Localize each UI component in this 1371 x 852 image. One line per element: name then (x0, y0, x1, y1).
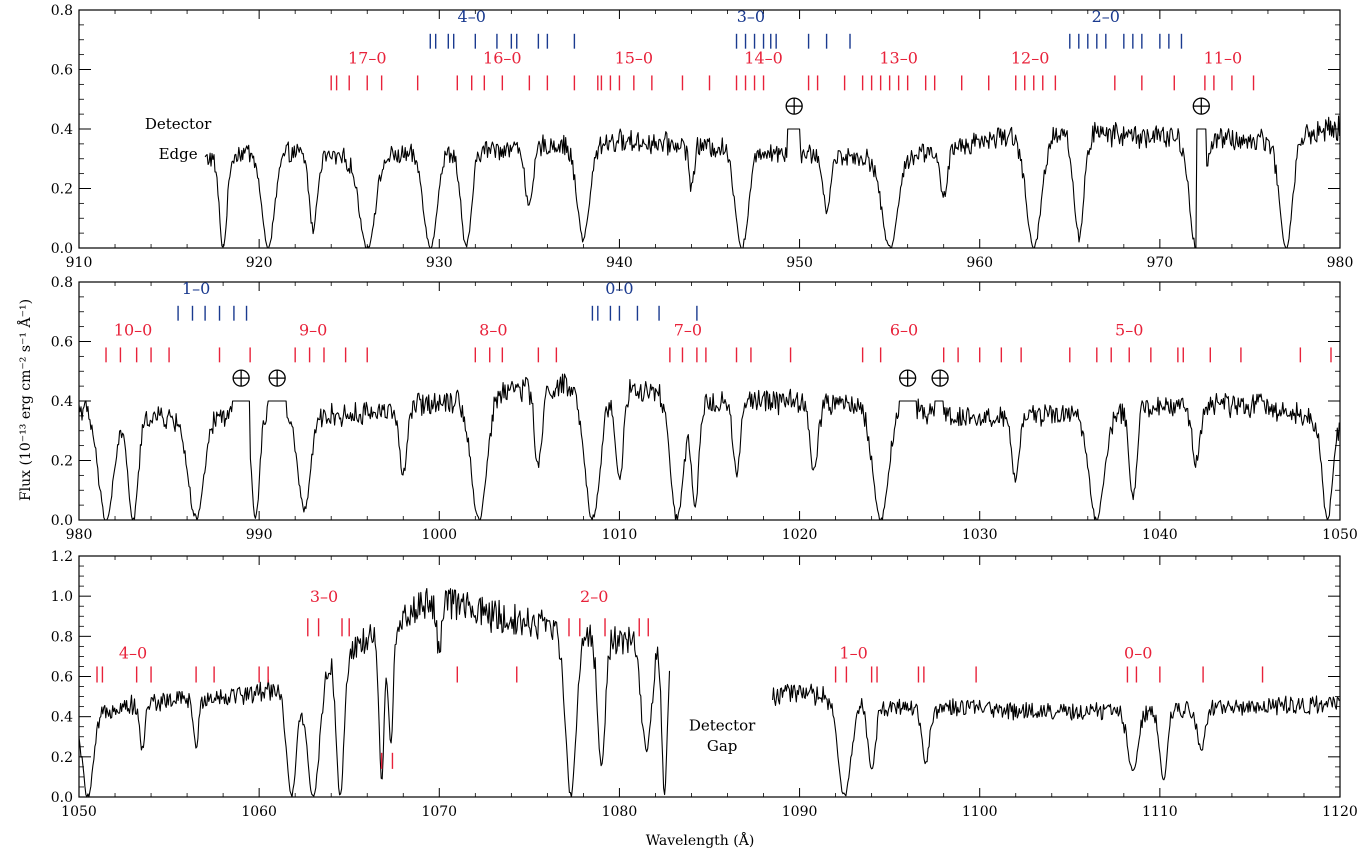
band-label: 14–0 (744, 49, 783, 68)
x-tick-label: 1100 (962, 804, 998, 820)
x-axis-title: Wavelength (Å) (646, 831, 755, 849)
annotation-text: Detector (145, 115, 212, 133)
band-label: 1–0 (182, 279, 210, 298)
y-tick-label: 1.2 (51, 549, 73, 565)
x-tick-label: 930 (426, 255, 453, 271)
plot-frame (78, 9, 1341, 249)
y-tick-label: 0.2 (51, 750, 73, 766)
annotation-text: Edge (159, 145, 198, 163)
band-label: 0–0 (1124, 643, 1152, 662)
band-label: 16–0 (483, 49, 522, 68)
annotation-text: Detector (689, 717, 756, 735)
x-tick-label: 980 (66, 527, 93, 543)
y-axis-title: Flux (10⁻¹³ erg cm⁻² s⁻¹ Å⁻¹) (16, 299, 34, 501)
band-label: 2–0 (580, 587, 608, 606)
x-tick-label: 1030 (962, 527, 998, 543)
x-tick-label: 1050 (1322, 527, 1358, 543)
y-tick-label: 1.0 (51, 589, 73, 605)
x-tick-label: 970 (1146, 255, 1173, 271)
x-tick-label: 1110 (1142, 804, 1178, 820)
band-label: 8–0 (479, 321, 507, 340)
earth-symbol-icon (1192, 97, 1210, 115)
x-tick-label: 1090 (782, 804, 818, 820)
x-tick-label: 1060 (241, 804, 277, 820)
y-tick-label: 0.2 (51, 182, 73, 198)
y-tick-label: 0.4 (51, 122, 73, 138)
y-tick-label: 0.8 (51, 3, 73, 19)
x-tick-label: 960 (966, 255, 993, 271)
panel-2: 980 990 1000 1010 1020 1030 1040 1050 0.0 0.2 0.4 0… (51, 275, 1358, 543)
spectrum-line (204, 115, 1341, 249)
x-tick-label: 1040 (1142, 527, 1178, 543)
y-tick-label: 0.0 (51, 790, 73, 806)
band-label: 11–0 (1204, 49, 1243, 68)
earth-symbol-icon (268, 369, 286, 387)
x-tick-label: 1020 (782, 527, 818, 543)
panel-3: 1050 1060 1070 1080 1090 1100 1110 1120 0.0 0.2 0.… (51, 549, 1358, 820)
band-label: 4–0 (458, 7, 486, 26)
band-label: 10–0 (114, 321, 153, 340)
panel-1: 910 920 930 940 950 960 970 980 0.0 0.2 0.4 0.6 0.8 4… (51, 3, 1354, 271)
band-label: 3–0 (310, 587, 338, 606)
y-tick-label: 0.4 (51, 394, 73, 410)
band-label: 7–0 (674, 321, 702, 340)
band-label: 12–0 (1011, 49, 1050, 68)
band-label: 0–0 (605, 279, 633, 298)
x-tick-label: 910 (66, 255, 93, 271)
x-tick-label: 1120 (1322, 804, 1358, 820)
earth-symbol-icon (931, 369, 949, 387)
y-tick-label: 0.2 (51, 454, 73, 470)
x-tick-label: 1080 (602, 804, 638, 820)
y-tick-label: 0.8 (51, 629, 73, 645)
y-tick-label: 0.6 (51, 335, 73, 351)
earth-symbol-icon (232, 369, 250, 387)
spectrum-line (78, 587, 1340, 798)
x-tick-label: 1070 (421, 804, 457, 820)
earth-symbol-icon (785, 97, 803, 115)
band-label: 17–0 (348, 49, 387, 68)
y-tick-label: 0.4 (51, 710, 73, 726)
x-tick-label: 980 (1327, 255, 1354, 271)
y-tick-label: 0.6 (51, 63, 73, 79)
x-tick-label: 950 (786, 255, 813, 271)
x-tick-label: 940 (606, 255, 633, 271)
x-tick-label: 1000 (421, 527, 457, 543)
band-label: 2–0 (1092, 7, 1120, 26)
band-label: 1–0 (839, 643, 867, 662)
annotation-text: Gap (707, 737, 738, 755)
y-tick-label: 0.8 (51, 275, 73, 291)
y-tick-label: 0.0 (51, 241, 73, 257)
band-label: 13–0 (879, 49, 918, 68)
spectrum-line (78, 373, 1340, 521)
x-tick-label: 990 (246, 527, 273, 543)
band-label: 15–0 (615, 49, 654, 68)
band-label: 3–0 (737, 7, 765, 26)
band-label: 5–0 (1115, 321, 1143, 340)
band-label: 6–0 (890, 321, 918, 340)
band-label: 9–0 (299, 321, 327, 340)
x-tick-label: 1050 (61, 804, 97, 820)
earth-symbol-icon (899, 369, 917, 387)
y-tick-label: 0.0 (51, 513, 73, 529)
x-tick-label: 920 (246, 255, 273, 271)
x-tick-label: 1010 (602, 527, 638, 543)
y-tick-label: 0.6 (51, 670, 73, 686)
band-label: 4–0 (119, 643, 147, 662)
